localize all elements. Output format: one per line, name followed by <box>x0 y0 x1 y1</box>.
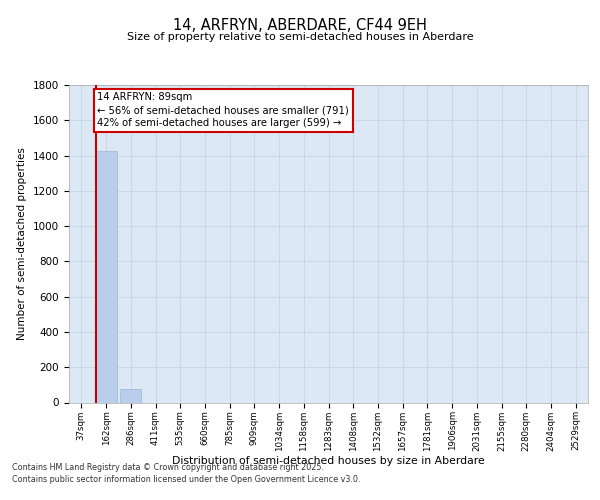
Bar <box>95 151 116 403</box>
Y-axis label: Number of semi-detached properties: Number of semi-detached properties <box>17 148 28 340</box>
Bar <box>120 390 141 402</box>
Text: Contains public sector information licensed under the Open Government Licence v3: Contains public sector information licen… <box>12 475 361 484</box>
Text: Contains HM Land Registry data © Crown copyright and database right 2025.: Contains HM Land Registry data © Crown c… <box>12 462 324 471</box>
Text: Size of property relative to semi-detached houses in Aberdare: Size of property relative to semi-detach… <box>127 32 473 42</box>
X-axis label: Distribution of semi-detached houses by size in Aberdare: Distribution of semi-detached houses by … <box>172 456 485 466</box>
Text: 14 ARFRYN: 89sqm
← 56% of semi-detached houses are smaller (791)
42% of semi-det: 14 ARFRYN: 89sqm ← 56% of semi-detached … <box>97 92 349 128</box>
Text: 14, ARFRYN, ABERDARE, CF44 9EH: 14, ARFRYN, ABERDARE, CF44 9EH <box>173 18 427 32</box>
